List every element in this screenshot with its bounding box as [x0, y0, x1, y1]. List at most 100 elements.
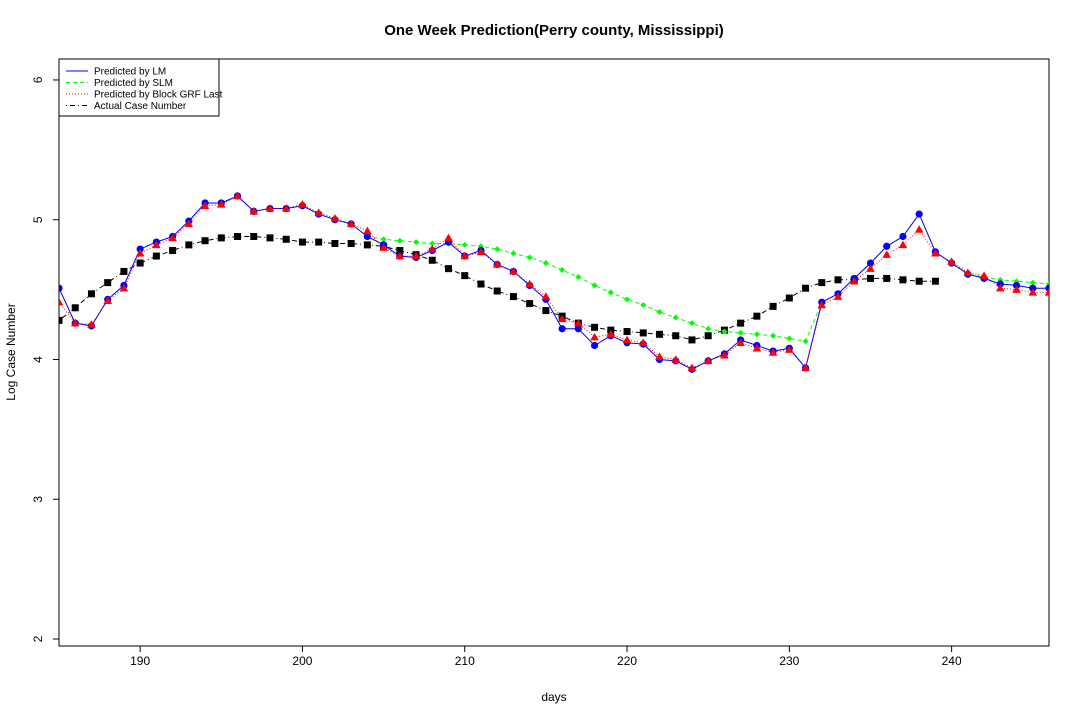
data-point — [559, 267, 566, 274]
data-point — [786, 335, 793, 342]
axis-ticks: 190 200 210 220 230 240 2 3 4 5 6 — [31, 76, 962, 668]
data-point — [833, 292, 843, 300]
data-point — [265, 204, 275, 212]
data-point — [104, 279, 112, 287]
data-point — [494, 246, 501, 253]
data-point — [656, 308, 663, 315]
data-point — [509, 267, 518, 275]
data-point — [315, 238, 323, 246]
data-point — [201, 237, 209, 245]
data-point — [721, 328, 728, 335]
series-line — [59, 195, 1049, 342]
data-point — [1012, 285, 1021, 293]
y-tick-label: 3 — [31, 496, 45, 503]
data-point — [103, 296, 112, 305]
data-point — [607, 289, 614, 296]
data-point — [575, 274, 582, 281]
data-point — [413, 239, 420, 246]
data-point — [428, 256, 436, 264]
data-point — [477, 280, 485, 288]
data-point — [899, 232, 907, 241]
data-point — [1044, 288, 1049, 296]
data-point — [168, 233, 177, 242]
data-point — [1029, 279, 1036, 286]
data-point — [770, 332, 777, 339]
data-point — [769, 302, 777, 310]
data-point — [135, 248, 145, 257]
x-tick-label: 210 — [455, 654, 475, 668]
data-point — [411, 251, 421, 260]
data-point — [591, 323, 599, 331]
data-point — [445, 265, 453, 273]
data-point — [427, 244, 437, 253]
data-point — [557, 314, 567, 323]
data-point — [931, 277, 939, 285]
data-point — [444, 233, 453, 242]
data-point — [346, 219, 356, 228]
legend-label: Predicted by SLM — [94, 78, 173, 89]
data-point — [914, 225, 924, 233]
data-point — [899, 276, 907, 284]
data-point — [152, 252, 160, 260]
x-tick-label: 220 — [617, 654, 637, 668]
data-point — [737, 319, 745, 327]
data-point — [184, 219, 194, 228]
data-point — [947, 257, 956, 265]
y-tick-label: 2 — [31, 635, 45, 642]
data-point — [915, 210, 923, 218]
chart-title: One Week Prediction(Perry county, Missis… — [384, 22, 724, 39]
data-point — [541, 292, 551, 300]
data-point — [590, 341, 599, 350]
data-point — [266, 234, 274, 242]
data-point — [363, 241, 371, 249]
data-point — [737, 329, 744, 336]
data-point — [234, 232, 242, 240]
data-point — [705, 325, 712, 332]
data-point — [200, 201, 210, 209]
data-point — [152, 240, 161, 249]
data-point — [347, 239, 355, 247]
x-tick-label: 190 — [130, 654, 150, 668]
data-point — [574, 318, 583, 327]
data-point — [703, 356, 713, 365]
data-point — [429, 240, 436, 247]
data-point — [59, 316, 63, 324]
data-point — [59, 297, 64, 306]
data-point — [671, 355, 681, 363]
data-point — [216, 200, 226, 208]
data-point — [217, 234, 225, 242]
data-point — [866, 264, 875, 272]
data-point — [87, 320, 96, 328]
data-point — [526, 254, 533, 261]
data-point — [461, 241, 468, 248]
data-point — [542, 260, 549, 267]
data-point — [525, 279, 534, 288]
data-point — [818, 279, 826, 287]
data-point — [510, 250, 517, 257]
x-tick-label: 240 — [942, 654, 962, 668]
data-point — [282, 235, 290, 243]
data-point — [802, 338, 809, 345]
data-point — [768, 348, 778, 356]
data-point — [704, 332, 712, 340]
data-point — [624, 296, 631, 303]
data-point — [396, 237, 403, 244]
data-point — [785, 345, 794, 353]
data-point — [574, 325, 582, 333]
data-point — [753, 331, 760, 338]
data-point — [834, 276, 842, 284]
data-point — [687, 363, 697, 372]
data-point — [330, 214, 340, 222]
data-point — [849, 276, 859, 285]
data-point — [492, 260, 502, 268]
data-point — [979, 271, 989, 279]
data-point — [363, 232, 371, 241]
data-point — [314, 208, 323, 216]
data-point — [298, 238, 306, 246]
data-point — [591, 282, 598, 289]
data-point — [638, 338, 648, 346]
series-1 — [59, 192, 1049, 345]
data-point — [298, 200, 307, 208]
